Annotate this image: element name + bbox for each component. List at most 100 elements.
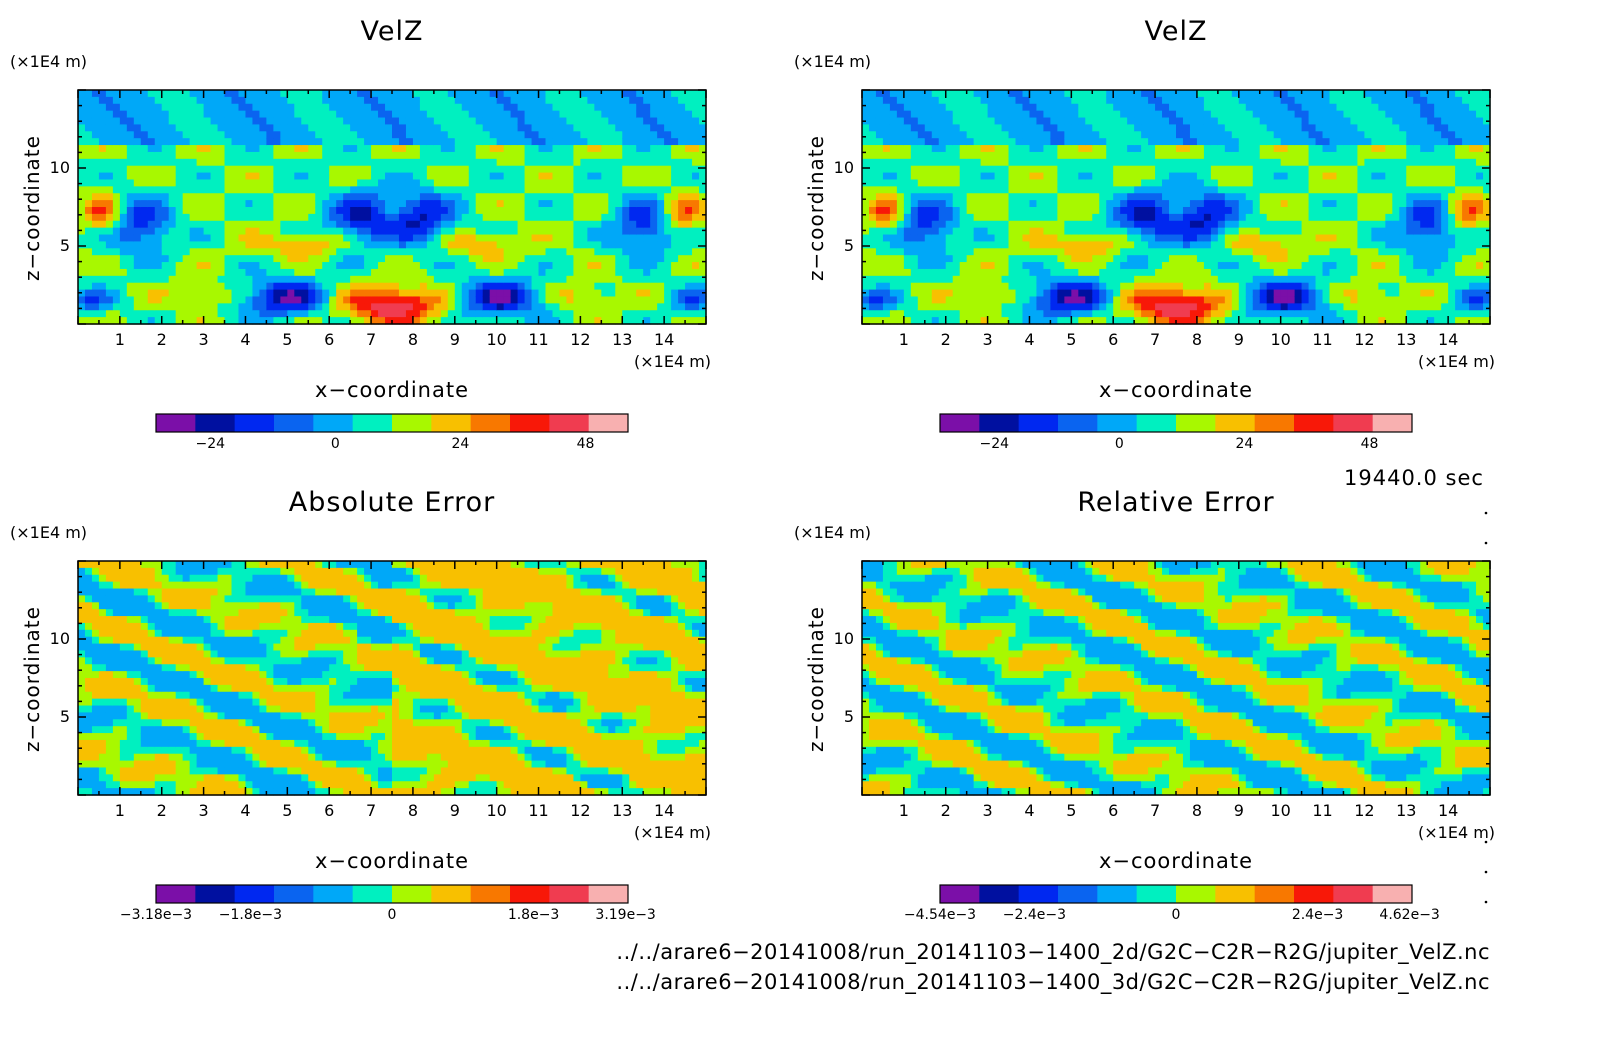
heatmap-cell: [91, 165, 100, 174]
heatmap-cell: [398, 193, 407, 201]
heatmap-cell: [1043, 103, 1051, 112]
heatmap-cell: [517, 241, 526, 249]
heatmap-cell: [650, 248, 658, 256]
heatmap-cell: [1092, 165, 1100, 174]
heatmap-cell: [280, 138, 288, 146]
heatmap-cell: [1182, 289, 1191, 298]
heatmap-cell: [447, 303, 456, 311]
heatmap-cell: [889, 234, 898, 243]
heatmap-cell: [1071, 158, 1079, 167]
heatmap-cell: [875, 96, 884, 105]
heatmap-cell: [252, 310, 261, 318]
heatmap-cell: [482, 241, 491, 249]
heatmap-cell: [531, 289, 540, 298]
heatmap-cell: [1189, 262, 1198, 270]
heatmap-cell: [692, 241, 700, 249]
heatmap-cell: [433, 207, 442, 215]
heatmap-cell: [112, 317, 121, 325]
heatmap-cell: [685, 234, 693, 243]
heatmap-cell: [196, 151, 205, 160]
heatmap-cell: [559, 310, 568, 318]
heatmap-cell: [671, 124, 679, 132]
heatmap-cell: [126, 317, 135, 325]
heatmap-cell: [336, 103, 344, 112]
heatmap-cell: [496, 310, 505, 318]
heatmap-cell: [629, 275, 637, 284]
heatmap-cell: [1092, 220, 1100, 229]
heatmap-cell: [412, 213, 421, 222]
heatmap-cell: [1162, 248, 1170, 256]
heatmap-cell: [419, 241, 428, 249]
heatmap-cell: [329, 151, 337, 160]
heatmap-cell: [182, 227, 191, 236]
heatmap-cell: [692, 179, 700, 187]
heatmap-cell: [1001, 234, 1010, 243]
heatmap-cell: [1113, 207, 1121, 215]
heatmap-cell: [1127, 165, 1135, 174]
heatmap-cell: [175, 96, 184, 105]
heatmap-cell: [952, 248, 961, 256]
heatmap-cell: [966, 262, 975, 270]
heatmap-cell: [1029, 248, 1038, 256]
heatmap-cell: [238, 227, 247, 236]
heatmap-cell: [496, 165, 505, 174]
heatmap-cell: [154, 110, 163, 119]
heatmap-cell: [112, 227, 121, 236]
heatmap-cell: [1064, 268, 1072, 277]
heatmap-cell: [217, 255, 226, 263]
heatmap-cell: [1148, 179, 1156, 187]
heatmap-cell: [517, 289, 526, 298]
heatmap-cell: [903, 179, 912, 187]
heatmap-cell: [629, 207, 637, 215]
heatmap-cell: [1092, 241, 1100, 249]
heatmap-cell: [601, 275, 609, 284]
heatmap-cell: [350, 303, 358, 311]
heatmap-cell: [419, 234, 428, 243]
heatmap-cell: [629, 241, 637, 249]
heatmap-cell: [1162, 193, 1170, 201]
heatmap-cell: [189, 310, 198, 318]
heatmap-cell: [308, 179, 316, 187]
heatmap-cell: [1036, 227, 1045, 236]
heatmap-cell: [426, 234, 435, 243]
heatmap-cell: [699, 303, 707, 311]
heatmap-cell: [1162, 268, 1170, 277]
heatmap-cell: [252, 317, 261, 325]
heatmap-cell: [119, 90, 128, 98]
heatmap-cell: [559, 255, 568, 263]
heatmap-cell: [1148, 151, 1156, 160]
heatmap-cell: [1071, 241, 1079, 249]
heatmap-cell: [868, 179, 877, 187]
heatmap-cell: [1078, 131, 1086, 139]
heatmap-cell: [503, 255, 512, 263]
heatmap-cell: [692, 255, 700, 263]
heatmap-cell: [910, 151, 919, 160]
heatmap-cell: [482, 317, 491, 325]
heatmap-cell: [78, 110, 86, 119]
heatmap-cell: [601, 124, 609, 132]
heatmap-cell: [1050, 213, 1058, 222]
heatmap-cell: [657, 165, 665, 174]
heatmap-cell: [594, 310, 602, 318]
heatmap-cell: [1162, 317, 1170, 325]
heatmap-cell: [973, 303, 982, 311]
heatmap-cell: [503, 193, 512, 201]
heatmap-cell: [1078, 248, 1086, 256]
heatmap-cell: [862, 234, 870, 243]
heatmap-cell: [336, 90, 344, 98]
heatmap-cell: [1008, 172, 1017, 181]
heatmap-cell: [140, 296, 149, 304]
heatmap-cell: [671, 310, 679, 318]
heatmap-cell: [224, 207, 233, 215]
heatmap-cell: [84, 151, 93, 160]
heatmap-cell: [217, 172, 226, 181]
heatmap-cell: [959, 138, 968, 146]
heatmap-cell: [398, 117, 407, 126]
heatmap-cell: [1148, 303, 1156, 311]
heatmap-cell: [678, 151, 686, 160]
heatmap-cell: [566, 193, 575, 201]
heatmap-cell: [454, 186, 463, 194]
heatmap-cell: [1203, 268, 1212, 277]
heatmap-cell: [966, 200, 975, 208]
heatmap-cell: [594, 138, 602, 146]
